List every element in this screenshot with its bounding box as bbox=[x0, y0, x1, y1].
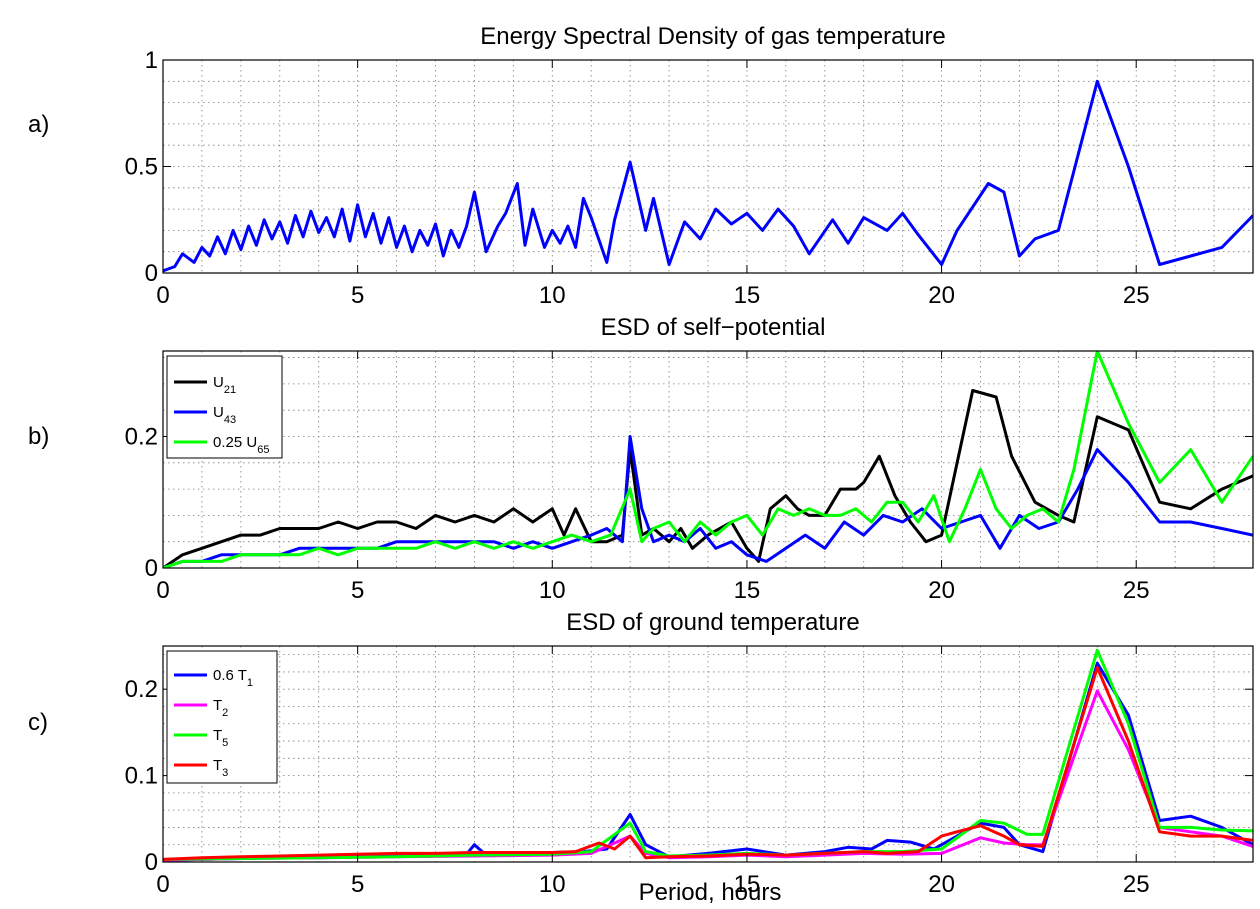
legend-label: 0.25 U65 bbox=[213, 434, 269, 456]
chart-panel-2: 0 5 10 15 20 25 0 0.1 0.2 ESD of ground temperatu… bbox=[125, 609, 1254, 898]
x-tick-label: 10 bbox=[539, 282, 566, 309]
y-tick-label: 0 bbox=[145, 260, 158, 287]
chart-panel-0: 0 5 10 15 20 25 0 0.5 1 Energy Spectral Density o… bbox=[125, 23, 1254, 309]
series-line-0 bbox=[163, 79, 1253, 273]
y-tick-label: 0 bbox=[145, 555, 158, 582]
axes-box bbox=[162, 645, 1254, 863]
series-group bbox=[163, 79, 1253, 273]
y-tick-label: 0.2 bbox=[125, 423, 158, 450]
series-line-3 bbox=[163, 666, 1253, 861]
x-tick-label: 15 bbox=[734, 577, 761, 604]
x-tick-label: 25 bbox=[1123, 871, 1150, 898]
chart-title: Energy Spectral Density of gas temperatu… bbox=[480, 23, 946, 50]
panel-label-a: a) bbox=[28, 111, 49, 138]
legend-label: 0.6 T1 bbox=[213, 667, 253, 689]
x-tick-label: 10 bbox=[539, 577, 566, 604]
legend: 0.6 T1 T2 T5 T3 bbox=[166, 650, 278, 784]
series-line-0 bbox=[163, 389, 1253, 568]
legend-label: T3 bbox=[213, 757, 228, 779]
series-group bbox=[163, 351, 1253, 568]
legend-label: U43 bbox=[213, 404, 236, 426]
x-tick-label: 5 bbox=[351, 282, 364, 309]
legend: U21 U43 0.25 U65 bbox=[166, 355, 283, 459]
y-tick-label: 0.2 bbox=[125, 676, 158, 703]
y-tick-label: 0 bbox=[145, 849, 158, 876]
x-tick-label: 5 bbox=[351, 871, 364, 898]
x-tick-label: 15 bbox=[734, 282, 761, 309]
x-tick-label: 10 bbox=[539, 871, 566, 898]
x-tick-label: 20 bbox=[928, 871, 955, 898]
grid bbox=[163, 351, 1253, 568]
x-tick-label: 0 bbox=[156, 871, 169, 898]
grid bbox=[163, 60, 1253, 273]
panel-label-b: b) bbox=[28, 423, 49, 450]
x-tick-label: 25 bbox=[1123, 282, 1150, 309]
x-tick-label: 0 bbox=[156, 577, 169, 604]
x-tick-label: 15 bbox=[734, 871, 761, 898]
panels: 0 5 10 15 20 25 0 0.5 1 Energy Spectral Density o… bbox=[125, 23, 1254, 898]
x-tick-label: 5 bbox=[351, 577, 364, 604]
series-line-2 bbox=[163, 351, 1253, 568]
x-tick-label: 20 bbox=[928, 282, 955, 309]
x-tick-label: 25 bbox=[1123, 577, 1150, 604]
series-group bbox=[163, 648, 1253, 862]
chart-title: ESD of self−potential bbox=[601, 314, 826, 341]
axes-box bbox=[162, 350, 1254, 569]
legend-box bbox=[166, 650, 278, 784]
panel-label-c: c) bbox=[28, 709, 48, 736]
legend-label: U21 bbox=[213, 374, 236, 396]
legend-label: T2 bbox=[213, 697, 228, 719]
y-tick-label: 1 bbox=[145, 47, 158, 74]
chart-title: ESD of ground temperature bbox=[566, 609, 860, 636]
x-tick-label: 20 bbox=[928, 577, 955, 604]
y-tick-label: 0.5 bbox=[125, 154, 158, 181]
x-tick-label: 0 bbox=[156, 282, 169, 309]
chart-panel-1: 0 5 10 15 20 25 0 0.2 ESD of self−potential U21 U4… bbox=[125, 314, 1254, 604]
y-tick-label: 0.1 bbox=[125, 763, 158, 790]
x-axis-label: Period, hours bbox=[639, 879, 782, 906]
legend-label: T5 bbox=[213, 727, 228, 749]
